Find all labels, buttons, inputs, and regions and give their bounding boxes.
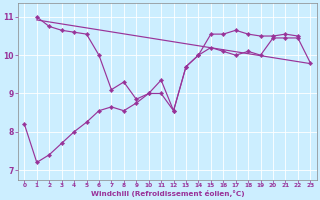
X-axis label: Windchill (Refroidissement éolien,°C): Windchill (Refroidissement éolien,°C) — [91, 190, 244, 197]
